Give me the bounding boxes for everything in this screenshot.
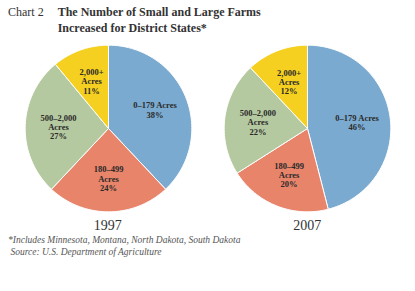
svg-text:180–499Acres24%: 180–499Acres24% xyxy=(93,164,123,193)
html-text:Chart 2: Chart 2 xyxy=(8,5,44,19)
svg-text:2,000+Acres11%: 2,000+Acres11% xyxy=(79,67,103,96)
svg-text:0–179 Acres38%: 0–179 Acres38% xyxy=(133,101,177,120)
svg-text:500–2,000Acres22%: 500–2,000Acres22% xyxy=(240,108,276,137)
svg-text:0–179 Acres46%: 0–179 Acres46% xyxy=(336,113,380,132)
svg-text:2,000+Acres12%: 2,000+Acres12% xyxy=(277,68,301,97)
html-text:1997: 1997 xyxy=(93,218,122,234)
html-text:Source: U.S. Department of Agr: Source: U.S. Department of Agriculture xyxy=(8,247,162,258)
html-text:2007: 2007 xyxy=(293,218,322,234)
svg-text:500–2,000Acres27%: 500–2,000Acres27% xyxy=(40,113,76,142)
svg-text:180–499Acres20%: 180–499Acres20% xyxy=(274,161,304,190)
html-text:The Number of Small and Large: The Number of Small and Large Farms Incr… xyxy=(57,5,261,35)
html-text:*Includes Minnesota, Montana,: *Includes Minnesota, Montana, North Dako… xyxy=(8,235,241,246)
